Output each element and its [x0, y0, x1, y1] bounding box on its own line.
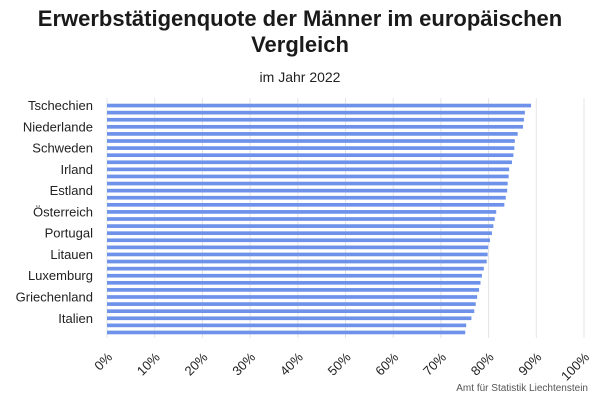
category-label: Litauen [50, 247, 93, 262]
bar [107, 330, 466, 335]
category-label: Irland [60, 162, 93, 177]
bar [107, 103, 532, 108]
bar [107, 323, 467, 328]
x-tick-label: 0% [91, 349, 115, 373]
chart-subtitle: im Jahr 2022 [259, 69, 341, 85]
bar [107, 110, 525, 115]
x-tick-label: 10% [134, 349, 163, 378]
bar [107, 217, 495, 221]
source-note: Amt für Statistik Liechtenstein [456, 383, 588, 394]
x-tick-label: 70% [420, 349, 449, 378]
bar [107, 224, 494, 228]
category-label: Griechenland [16, 290, 93, 305]
bar [107, 288, 480, 292]
bar [107, 117, 524, 122]
category-axis: Tschechien Niederlande Schweden Irland Estla… [16, 98, 93, 326]
category-label: Portugal [45, 226, 94, 241]
value-axis: 0% 10% 20% 30% 40% 50% 60% 70% 80% 90% 100% [91, 349, 592, 383]
bar [107, 167, 510, 172]
bar [107, 295, 478, 299]
bar [107, 266, 484, 271]
bar [107, 174, 509, 179]
bar [107, 181, 508, 186]
category-label: Luxemburg [28, 268, 93, 283]
x-tick-label: 90% [515, 349, 544, 378]
bar [107, 280, 481, 285]
bar [107, 302, 476, 306]
x-tick-label: 60% [372, 349, 401, 378]
bar [107, 252, 488, 257]
category-label: Schweden [32, 141, 93, 156]
x-tick-label: 50% [325, 349, 354, 378]
bar [107, 160, 512, 165]
category-label: Tschechien [28, 98, 93, 113]
x-tick-label: 100% [558, 349, 592, 383]
bar [107, 273, 482, 278]
bar [107, 146, 515, 150]
category-label: Estland [50, 183, 93, 198]
bar [107, 245, 489, 250]
bar [107, 231, 492, 236]
bar [107, 309, 475, 314]
bar [107, 132, 518, 136]
x-tick-label: 80% [468, 349, 497, 378]
x-tick-label: 40% [277, 349, 306, 378]
bar [107, 124, 523, 129]
bar [107, 195, 506, 200]
bar [107, 210, 497, 214]
bar [107, 153, 514, 158]
x-tick-label: 30% [229, 349, 258, 378]
bar [107, 238, 491, 243]
chart-title: Erwerbstätigenquote der Männer im europä… [37, 6, 563, 57]
bar [107, 202, 505, 207]
bar [107, 139, 515, 143]
category-label: Niederlande [23, 119, 93, 134]
bar [107, 188, 508, 193]
category-label: Italien [58, 311, 93, 326]
category-label: Österreich [33, 204, 93, 219]
bar [107, 259, 487, 264]
bar [107, 316, 472, 321]
x-tick-label: 20% [182, 349, 211, 378]
bar-series [107, 103, 532, 335]
